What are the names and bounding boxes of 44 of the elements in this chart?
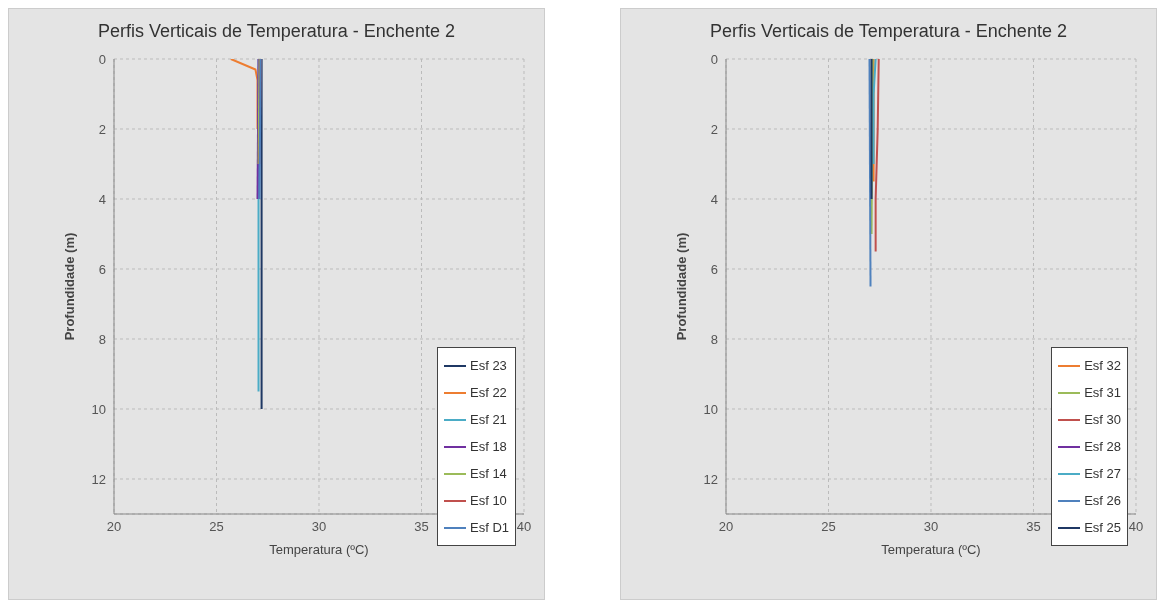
x-tick-label: 35 — [1026, 519, 1041, 535]
x-tick-label: 40 — [516, 519, 532, 535]
legend-label: Esf 10 — [469, 492, 508, 510]
x-tick-label: 30 — [311, 519, 327, 535]
legend-label: Esf 21 — [469, 411, 508, 429]
chart-title: Perfis Verticais de Temperatura - Enchente 2 — [97, 21, 456, 42]
y-tick-label: 4 — [98, 191, 106, 207]
legend-label: Esf 26 — [1083, 492, 1121, 510]
y-tick-label: 2 — [98, 121, 106, 137]
y-tick-label: 0 — [98, 51, 106, 67]
legend-label: Esf 25 — [1083, 519, 1121, 537]
x-tick-label: 40 — [1128, 519, 1144, 535]
y-tick-label: 10 — [703, 401, 718, 417]
chart-title: Perfis Verticais de Temperatura - Enchente 2 — [709, 21, 1068, 42]
x-tick-label: 25 — [821, 519, 836, 535]
legend-label: Esf 28 — [1083, 438, 1121, 456]
x-axis-title: Temperatura (ºC) — [881, 542, 981, 557]
legend-label: Esf 31 — [1083, 384, 1121, 402]
y-tick-label: 6 — [710, 261, 718, 277]
y-tick-label: 12 — [91, 471, 106, 487]
legend-label: Esf 30 — [1083, 411, 1121, 429]
y-tick-label: 12 — [703, 471, 718, 487]
y-tick-label: 0 — [710, 51, 718, 67]
x-tick-label: 35 — [414, 519, 429, 535]
y-tick-label: 8 — [98, 331, 106, 347]
x-tick-label: 20 — [718, 519, 734, 535]
legend-label: Esf 22 — [469, 384, 508, 402]
y-axis-title: Profundidade (m) — [673, 232, 689, 341]
x-tick-label: 25 — [209, 519, 224, 535]
legend-label: Esf 23 — [469, 357, 508, 375]
legend-label: Esf D1 — [469, 519, 509, 537]
legend-label: Esf 27 — [1083, 465, 1121, 483]
y-tick-label: 4 — [710, 191, 718, 207]
x-tick-label: 20 — [106, 519, 122, 535]
legend-label: Esf 14 — [469, 465, 508, 483]
y-tick-label: 6 — [98, 261, 106, 277]
y-tick-label: 8 — [710, 331, 718, 347]
y-tick-label: 2 — [710, 121, 718, 137]
y-axis-title: Profundidade (m) — [61, 232, 77, 341]
x-tick-label: 30 — [923, 519, 939, 535]
x-axis-title: Temperatura (ºC) — [269, 542, 369, 557]
legend-label: Esf 18 — [469, 438, 508, 456]
legend-label: Esf 32 — [1083, 357, 1121, 375]
y-tick-label: 10 — [91, 401, 106, 417]
